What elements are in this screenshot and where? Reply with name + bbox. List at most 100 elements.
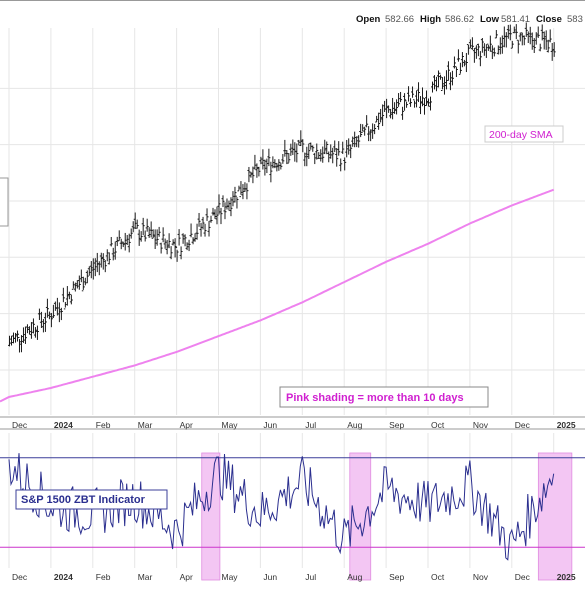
x-tick-label: Oct <box>431 572 445 582</box>
price-bar <box>205 208 209 221</box>
price-bar <box>373 124 377 135</box>
axis-layer: Dec 2024 Feb Mar Apr May Jun Jul Aug Sep Oct Nov Dec… <box>12 420 576 582</box>
price-bar <box>223 202 227 220</box>
price-bar <box>51 304 55 318</box>
indicator-label-box <box>15 489 168 510</box>
price-bar <box>329 144 333 159</box>
x-tick-label: Sep <box>389 420 404 430</box>
price-bar <box>492 47 496 57</box>
price-bar <box>409 98 413 107</box>
price-bar <box>211 207 215 216</box>
price-bar <box>21 327 25 343</box>
price-bar <box>540 24 544 41</box>
price-bar <box>151 229 155 239</box>
high-value: 586.62 <box>445 14 474 25</box>
x-tick-label: May <box>222 420 239 430</box>
price-bar <box>415 90 419 108</box>
price-bar <box>253 154 257 170</box>
price-bar <box>303 152 307 167</box>
price-bar <box>137 229 141 246</box>
price-bar <box>351 136 355 147</box>
price-bar <box>307 143 311 159</box>
price-bar <box>349 144 353 159</box>
price-bar <box>271 156 275 169</box>
price-bar <box>35 325 39 340</box>
price-bar <box>375 115 379 123</box>
price-bar <box>522 35 526 46</box>
price-bar <box>207 221 211 237</box>
price-bar <box>29 322 33 339</box>
price-bar <box>237 185 241 192</box>
price-bar <box>187 239 191 252</box>
price-bar <box>43 312 47 332</box>
price-bar <box>157 226 161 237</box>
price-bar <box>89 261 93 279</box>
price-bar <box>179 246 183 260</box>
price-bar <box>119 238 123 250</box>
price-bar <box>9 335 13 346</box>
price-bar <box>249 171 253 178</box>
x-tick-label: Feb <box>96 572 111 582</box>
price-bar <box>191 237 195 245</box>
sma-label: 200-day SMA <box>489 129 553 141</box>
price-bar <box>245 183 249 200</box>
price-bar <box>454 66 458 78</box>
x-tick-label: Jun <box>263 420 277 430</box>
price-bar <box>91 258 95 280</box>
price-bar <box>139 231 143 242</box>
price-bar <box>506 24 510 39</box>
x-tick-label: Dec <box>12 420 28 430</box>
price-bar <box>319 149 323 162</box>
price-bar <box>65 286 69 306</box>
price-bar <box>169 246 173 260</box>
price-bar <box>27 326 31 335</box>
price-bar <box>355 136 359 148</box>
price-bar <box>381 104 385 127</box>
price-bar <box>23 326 27 344</box>
price-bar <box>99 252 103 268</box>
x-tick-label: Nov <box>473 420 489 430</box>
price-bar <box>353 131 357 148</box>
price-bar <box>267 148 271 167</box>
price-bar <box>474 45 478 59</box>
sma-line <box>0 188 555 403</box>
price-bar <box>141 217 145 236</box>
price-bar <box>542 31 546 50</box>
price-bar <box>175 247 179 262</box>
price-bar <box>217 194 221 215</box>
sma-label-box <box>484 125 564 143</box>
price-bar <box>516 39 520 54</box>
price-bar <box>333 140 337 153</box>
price-bar <box>359 123 363 138</box>
x-tick-label: Feb <box>96 420 111 430</box>
price-bar <box>283 139 287 157</box>
price-bar <box>219 207 223 225</box>
price-bar <box>442 76 446 95</box>
price-bar <box>107 252 111 265</box>
price-bar <box>379 108 383 123</box>
price-bar <box>109 236 113 247</box>
price-bar <box>101 253 105 270</box>
price-bar <box>421 87 425 107</box>
price-bar <box>335 148 339 167</box>
price-bar <box>367 126 371 142</box>
price-bar <box>275 162 279 172</box>
open-label: Open <box>356 14 380 25</box>
price-bar <box>265 158 269 174</box>
price-bar <box>93 258 97 277</box>
price-bar <box>277 159 281 171</box>
price-bar <box>33 327 37 338</box>
price-bar <box>470 37 474 50</box>
x-tick-label: 2025 <box>557 572 576 582</box>
x-tick-label: 2025 <box>557 420 576 430</box>
price-bar <box>233 186 237 203</box>
price-bar <box>121 241 125 248</box>
price-bar <box>229 197 233 217</box>
price-bar <box>87 266 91 276</box>
price-bar <box>317 152 321 159</box>
price-bar <box>301 139 305 153</box>
price-bar <box>476 43 480 57</box>
price-bar <box>438 72 442 80</box>
price-bar <box>446 61 450 81</box>
price-bar <box>63 301 67 310</box>
